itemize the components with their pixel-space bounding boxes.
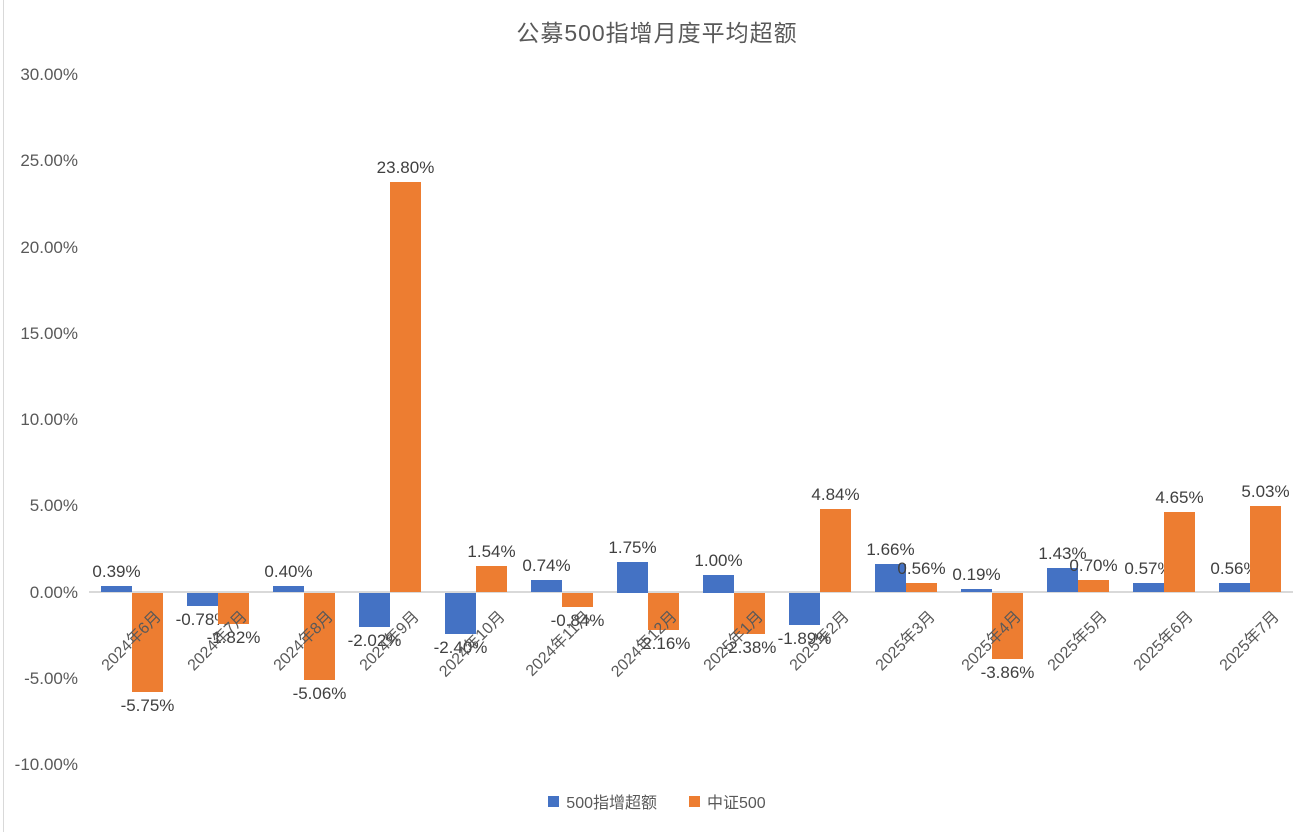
data-label: 1.43% (1038, 543, 1087, 563)
data-label: 1.66% (866, 539, 915, 559)
data-label: 5.03% (1241, 481, 1290, 501)
y-axis-tick-label: 20.00% (20, 237, 78, 257)
data-label: 0.19% (952, 565, 1001, 585)
data-label: 4.65% (1155, 488, 1204, 508)
data-label: 0.40% (264, 561, 313, 581)
y-axis-tick-label: -5.00% (24, 668, 78, 688)
y-axis-tick-label: 25.00% (20, 151, 78, 171)
y-axis-tick-label: 30.00% (20, 65, 78, 84)
bar-series-1 (734, 592, 765, 634)
bar-series-0 (703, 575, 734, 593)
category-label: 2025年6月 (1130, 607, 1197, 674)
data-label: -0.84% (550, 610, 605, 630)
bar-series-1 (304, 592, 335, 680)
category-label: 2025年3月 (872, 607, 939, 674)
data-label: -2.40% (433, 637, 488, 657)
bar-series-1 (390, 181, 421, 593)
bar-series-1 (820, 509, 851, 593)
bar-series-0 (1219, 582, 1250, 593)
data-label: -2.02% (347, 631, 402, 651)
x-axis-zero-line (89, 591, 1293, 593)
data-label: 0.70% (1069, 556, 1118, 576)
bar-series-0 (187, 592, 218, 606)
bar-series-1 (992, 592, 1023, 660)
bar-series-1 (906, 582, 937, 593)
data-label: 0.57% (1124, 558, 1173, 578)
data-label: -5.06% (292, 683, 347, 703)
data-label: -5.75% (120, 695, 175, 715)
y-axis-tick-label: -10.00% (14, 755, 78, 774)
bar-series-0 (1133, 582, 1164, 593)
bar-series-0 (961, 589, 992, 593)
legend-item-series-0: 500指增超额 (548, 789, 657, 813)
y-axis-tick-label: 10.00% (20, 410, 78, 429)
data-label: 0.56% (897, 558, 946, 578)
legend-swatch-orange (689, 795, 700, 807)
data-label: -2.38% (722, 637, 777, 657)
data-label: -2.16% (636, 633, 691, 653)
bar-series-1 (218, 592, 249, 624)
bar-series-0 (359, 592, 390, 628)
bar-series-1 (562, 592, 593, 607)
bar-series-1 (1250, 505, 1281, 593)
category-label: 2025年7月 (1216, 607, 1283, 674)
legend-label-series-0: 500指增超额 (566, 795, 657, 812)
bar-series-1 (132, 592, 163, 692)
y-axis-tick-label: 5.00% (29, 496, 78, 516)
data-label: 1.75% (608, 538, 657, 558)
y-axis-tick-label: 15.00% (20, 323, 78, 343)
bar-series-0 (1047, 567, 1078, 593)
data-label: 1.00% (694, 551, 743, 571)
bar-series-0 (445, 592, 476, 634)
data-label: 0.74% (522, 555, 571, 575)
legend-swatch-blue (548, 795, 560, 807)
legend-item-series-1: 中证500 (689, 789, 766, 813)
bar-series-0 (789, 592, 820, 626)
bar-series-1 (1078, 580, 1109, 593)
legend-label-series-1: 中证500 (707, 795, 766, 812)
bar-series-0 (101, 585, 132, 593)
bar-series-0 (617, 562, 648, 593)
data-label: -3.86% (980, 663, 1035, 683)
data-label: -0.78% (175, 609, 230, 629)
bar-series-0 (531, 579, 562, 593)
data-label: 0.39% (92, 561, 141, 581)
data-label: 0.56% (1210, 558, 1259, 578)
bar-series-0 (273, 585, 304, 593)
chart-title: 公募500指增月度平均超额 (516, 20, 798, 46)
data-label: 23.80% (376, 157, 435, 177)
legend: 500指增超额 中证500 (0, 789, 1314, 813)
data-label: -1.82% (206, 627, 261, 647)
data-label: 4.84% (811, 485, 860, 504)
chart-left-border (3, 0, 4, 832)
category-label: 2025年5月 (1044, 607, 1111, 674)
bar-series-1 (1164, 512, 1195, 593)
data-label: 1.54% (467, 541, 516, 561)
bar-series-1 (476, 565, 507, 593)
data-label: -1.89% (777, 629, 832, 649)
bar-series-1 (648, 592, 679, 630)
bar-series-0 (875, 563, 906, 593)
y-axis-tick-label: 0.00% (29, 582, 78, 602)
